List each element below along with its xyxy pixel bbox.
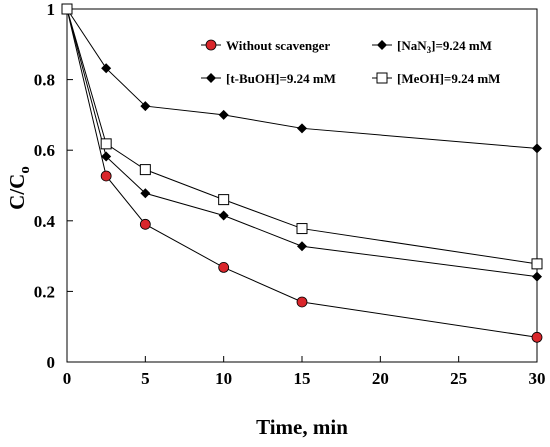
legend-marker [376, 72, 388, 84]
legend-label-text: ]=9.24 mM [431, 38, 492, 53]
data-point-2 [101, 151, 112, 162]
data-point-0 [296, 296, 308, 308]
data-point-1 [297, 123, 307, 134]
y-tick-label: 0 [47, 353, 56, 372]
data-point-3 [100, 138, 112, 150]
data-point-1 [101, 63, 112, 74]
series-line-1 [66, 8, 538, 149]
x-axis-label: Time, min [256, 415, 348, 439]
data-point-3 [531, 258, 543, 270]
legend-marker [205, 39, 217, 51]
y-tick-label: 0.6 [34, 141, 55, 160]
x-tick-label: 30 [529, 369, 546, 388]
y-tick-label: 0.2 [34, 282, 55, 301]
legend-label: [t-BuOH]=9.24 mM [226, 71, 336, 86]
legend-item: [MeOH]=9.24 mM [372, 71, 500, 86]
data-point-2 [297, 241, 307, 252]
legend-label: Without scavenger [226, 38, 330, 53]
data-point-0 [100, 170, 112, 182]
series-markers [61, 3, 543, 343]
x-tick-label: 10 [215, 369, 232, 388]
legend-label: [MeOH]=9.24 mM [397, 71, 500, 86]
x-tick-label: 0 [63, 369, 72, 388]
data-point-3 [296, 223, 308, 235]
y-tick-label: 1 [47, 0, 56, 19]
legend: Without scavenger [NaN3]=9.24 mM [t-BuOH]=… [201, 38, 500, 86]
legend-item: Without scavenger [201, 38, 330, 53]
y-tick-label: 0.8 [34, 71, 55, 90]
data-point-3 [218, 194, 230, 206]
legend-label-text: [t-BuOH]=9.24 mM [226, 71, 336, 86]
data-point-2 [140, 188, 151, 199]
legend-label-text: Without scavenger [226, 38, 330, 53]
data-point-2 [218, 210, 229, 221]
y-tick-label: 0.4 [34, 212, 56, 231]
legend-label-text: [MeOH]=9.24 mM [397, 71, 500, 86]
series-line-3 [66, 8, 538, 265]
legend-label-text: [NaN [397, 38, 427, 53]
data-point-1 [218, 109, 229, 120]
x-tick-label: 20 [372, 369, 389, 388]
legend-marker [206, 73, 216, 83]
legend-label: [NaN3]=9.24 mM [397, 38, 492, 55]
data-point-0 [218, 261, 230, 273]
x-tick-label: 5 [141, 369, 150, 388]
series-line-0 [66, 8, 538, 338]
x-tick-label: 25 [450, 369, 467, 388]
data-point-0 [531, 331, 543, 343]
series-line-2 [66, 8, 538, 278]
legend-item: [t-BuOH]=9.24 mM [201, 71, 336, 86]
data-point-3 [61, 3, 73, 15]
x-tick-label: 15 [294, 369, 311, 388]
data-point-0 [139, 218, 151, 230]
legend-label-subscript: 3 [427, 45, 432, 55]
legend-marker [377, 40, 387, 50]
series-lines [66, 8, 538, 338]
data-point-1 [140, 101, 151, 112]
axes: 0 5 10 15 20 25 30 0 0.2 0.4 0.6 0.8 1 [34, 0, 546, 388]
y-axis-label: C/Co [5, 166, 33, 210]
data-point-2 [532, 271, 542, 282]
data-point-3 [139, 164, 151, 176]
y-axis-label-sub: o [17, 166, 33, 174]
y-axis-label-main: C/C [5, 174, 29, 210]
legend-item: [NaN3]=9.24 mM [372, 38, 492, 55]
data-point-1 [532, 143, 542, 154]
